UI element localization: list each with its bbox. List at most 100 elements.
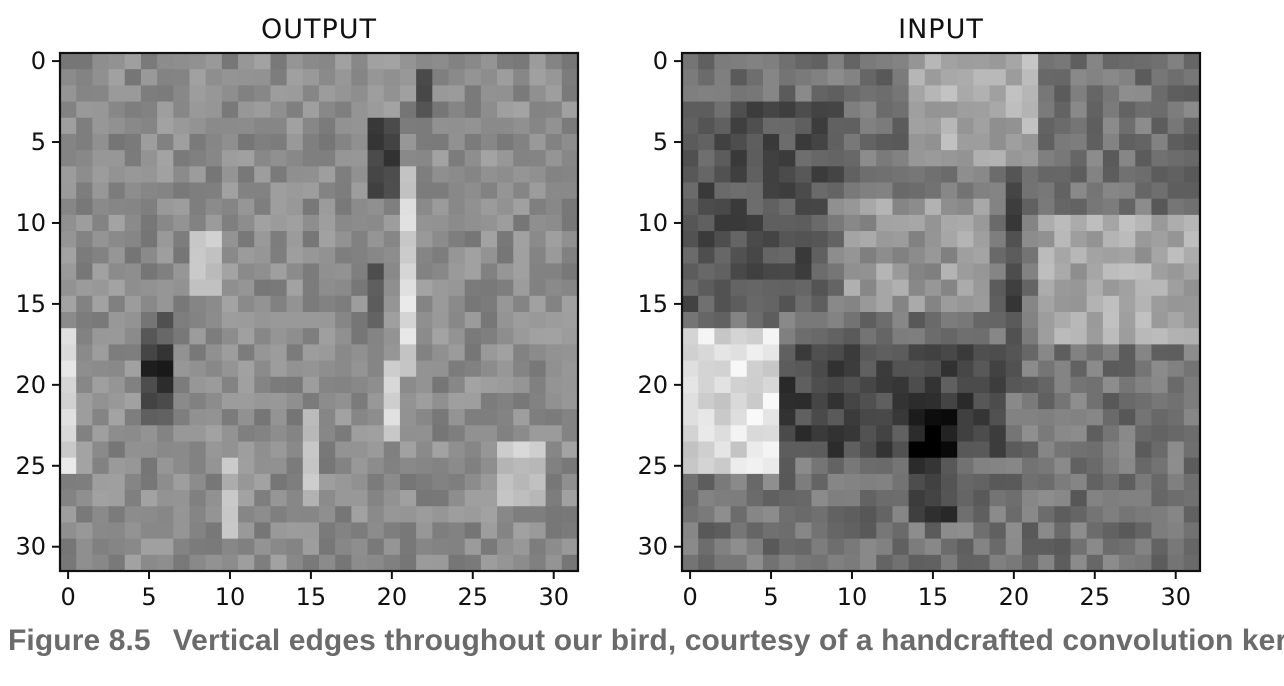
- heatmap-cell: [1070, 457, 1088, 475]
- heatmap-cell: [892, 69, 910, 86]
- heatmap-cell: [924, 506, 942, 524]
- heatmap-cell: [860, 490, 877, 507]
- heatmap-cell: [908, 457, 926, 475]
- heatmap-cell: [157, 360, 174, 378]
- heatmap-cell: [173, 150, 191, 167]
- heatmap-cell: [432, 117, 450, 135]
- heatmap-cell: [989, 554, 1007, 572]
- heatmap-cell: [779, 473, 796, 491]
- heatmap-cell: [876, 409, 894, 426]
- heatmap-cell: [827, 150, 845, 167]
- heatmap-cell: [1102, 214, 1120, 232]
- heatmap-cell: [827, 392, 845, 410]
- heatmap-cell: [714, 506, 732, 524]
- heatmap-cell: [92, 554, 110, 572]
- heatmap-cell: [989, 409, 1007, 426]
- heatmap-cell: [1054, 133, 1072, 151]
- heatmap-cell: [221, 473, 239, 491]
- heatmap-cell: [108, 295, 126, 313]
- heatmap-cell: [860, 360, 877, 378]
- heatmap-cell: [157, 214, 174, 232]
- heatmap-cell: [682, 409, 699, 426]
- heatmap-cell: [416, 457, 433, 475]
- heatmap-cell: [157, 101, 174, 119]
- heatmap-cell: [989, 328, 1007, 345]
- heatmap-cell: [1151, 53, 1169, 70]
- heatmap-cell: [843, 198, 861, 216]
- heatmap-cell: [698, 490, 715, 507]
- heatmap-cell: [746, 214, 764, 232]
- heatmap-cell: [238, 360, 255, 378]
- heatmap-cell: [351, 182, 369, 200]
- heatmap-cell: [843, 312, 861, 329]
- heatmap-cell: [513, 409, 531, 426]
- heatmap-cell: [60, 360, 77, 378]
- heatmap-cell: [746, 117, 764, 135]
- heatmap-cell: [973, 69, 991, 86]
- heatmap-cell: [464, 247, 482, 265]
- heatmap-cell: [698, 473, 715, 491]
- heatmap-cell: [1054, 425, 1072, 443]
- heatmap-cell: [464, 101, 482, 119]
- heatmap-cell: [157, 376, 174, 394]
- heatmap-cell: [221, 85, 239, 103]
- heatmap-cell: [682, 392, 699, 410]
- heatmap-cell: [448, 279, 466, 297]
- heatmap-cell: [860, 538, 877, 556]
- heatmap-cell: [1102, 53, 1120, 70]
- heatmap-cell: [173, 457, 191, 475]
- heatmap-cell: [319, 166, 336, 184]
- heatmap-cell: [319, 133, 336, 151]
- heatmap-cell: [1038, 214, 1055, 232]
- heatmap-cell: [416, 133, 433, 151]
- heatmap-cell: [1086, 166, 1104, 184]
- heatmap-cell: [561, 522, 579, 540]
- heatmap-cell: [399, 69, 417, 86]
- heatmap-cell: [924, 473, 942, 491]
- heatmap-cell: [860, 101, 877, 119]
- heatmap-cell: [367, 69, 385, 86]
- heatmap-cell: [908, 344, 926, 362]
- heatmap-cell: [682, 425, 699, 443]
- heatmap-cell: [779, 441, 796, 459]
- heatmap-cell: [714, 376, 732, 394]
- heatmap-cell: [1167, 247, 1185, 265]
- heatmap-cell: [92, 247, 110, 265]
- heatmap-cell: [497, 392, 514, 410]
- heatmap-cell: [205, 425, 223, 443]
- heatmap-cell: [1038, 506, 1055, 524]
- heatmap-cell: [529, 53, 547, 70]
- heatmap-cell: [60, 328, 77, 345]
- heatmap-cell: [762, 376, 780, 394]
- heatmap-cell: [1102, 360, 1120, 378]
- heatmap-cell: [529, 214, 547, 232]
- heatmap-cell: [1102, 117, 1120, 135]
- heatmap-cell: [383, 554, 401, 572]
- heatmap-cell: [124, 538, 142, 556]
- heatmap-cell: [157, 85, 174, 103]
- heatmap-cell: [140, 425, 158, 443]
- heatmap-cell: [795, 506, 813, 524]
- heatmap-cell: [989, 392, 1007, 410]
- heatmap-cell: [448, 247, 466, 265]
- heatmap-cell: [399, 133, 417, 151]
- heatmap-cell: [416, 441, 433, 459]
- heatmap-cell: [189, 117, 207, 135]
- heatmap-cell: [843, 473, 861, 491]
- heatmap-cell: [497, 457, 514, 475]
- heatmap-cell: [124, 53, 142, 70]
- heatmap-cell: [302, 263, 320, 281]
- heatmap-cell: [924, 522, 942, 540]
- heatmap-cell: [762, 166, 780, 184]
- heatmap-cell: [779, 392, 796, 410]
- heatmap-cell: [319, 85, 336, 103]
- heatmap-cell: [1135, 457, 1153, 475]
- heatmap-cell: [730, 538, 748, 556]
- heatmap-cell: [698, 360, 715, 378]
- heatmap-cell: [924, 263, 942, 281]
- heatmap-cell: [876, 360, 894, 378]
- heatmap-cell: [157, 295, 174, 313]
- heatmap-cell: [1167, 425, 1185, 443]
- heatmap-cell: [432, 69, 450, 86]
- heatmap-cell: [383, 231, 401, 248]
